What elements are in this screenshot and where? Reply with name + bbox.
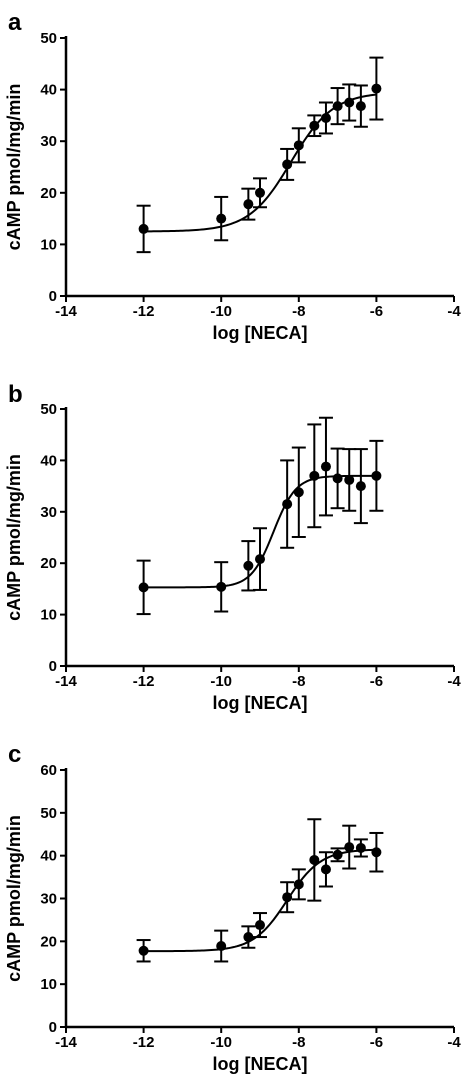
x-tick-label: -10 [210,303,232,320]
x-tick-label: -4 [447,303,461,320]
x-tick-label: -8 [292,1034,305,1051]
y-tick-label: 40 [40,452,57,469]
y-tick-label: 40 [40,82,57,99]
data-point [344,97,355,108]
data-point [371,83,382,94]
y-tick-label: 40 [40,848,57,865]
data-point [371,470,382,481]
data-point [255,554,265,565]
chart-panel-b: b 0 10 20 30 40 50 -14 -12 -10 -8 -6 -4 log [NECA] cAM… [4,381,461,713]
data-point [309,470,320,481]
data-point [282,499,293,510]
data-point [216,941,227,952]
data-point [355,481,366,492]
data-point [282,159,293,170]
data-point [320,461,331,472]
data-point [320,112,331,123]
y-tick-label: 60 [40,762,57,779]
data-point [255,187,265,198]
x-tick-label: -6 [370,303,383,320]
y-axis-label: cAMP pmol/mg/min [4,815,24,982]
y-tick-label: 0 [49,288,57,305]
x-tick-label: -6 [370,673,383,690]
x-tick-label: -8 [292,673,305,690]
x-tick-label: -4 [447,1034,461,1051]
y-tick-label: 30 [40,133,57,150]
data-point [332,473,343,484]
y-axis-label: cAMP pmol/mg/min [4,84,24,251]
x-tick-label: -12 [133,673,155,690]
data-point [355,101,366,112]
y-tick-label: 50 [40,805,57,822]
data-point [355,842,366,853]
y-tick-label: 0 [49,1019,57,1036]
x-tick-label: -14 [55,1034,77,1051]
panel-letter: a [8,9,22,36]
data-point [293,879,304,890]
x-tick-label: -10 [210,1034,232,1051]
x-tick-label: -14 [55,303,77,320]
y-tick-label: 50 [40,30,57,47]
x-tick-label: -6 [370,1034,383,1051]
y-tick-label: 30 [40,891,57,908]
x-axis-label: log [NECA] [213,1054,308,1074]
y-tick-label: 10 [40,976,57,993]
data-point [332,849,343,860]
data-point [138,223,149,234]
data-point [309,854,320,865]
y-tick-label: 10 [40,236,57,253]
x-tick-label: -12 [133,1034,155,1051]
data-point [216,581,227,592]
panel-letter: b [8,381,23,408]
x-axis-label: log [NECA] [213,323,308,343]
data-point [243,560,254,571]
data-point [344,474,355,485]
fit-curve [143,93,377,233]
data-point [293,487,304,498]
chart-panel-c: c 0 10 20 30 40 50 60 -14 -12 -10 -8 -6 -4 log [NECA] c… [4,741,461,1074]
x-tick-label: -10 [210,673,232,690]
y-tick-label: 30 [40,504,57,521]
x-tick-label: -12 [133,303,155,320]
data-point [138,582,149,593]
x-tick-label: -14 [55,673,77,690]
data-point [309,120,320,131]
data-point [243,932,254,943]
x-tick-label: -4 [447,673,461,690]
y-tick-label: 0 [49,658,57,675]
y-tick-label: 20 [40,933,57,950]
data-point [320,864,331,875]
x-axis-label: log [NECA] [213,693,308,713]
chart-panel-a: a 0 10 20 30 40 50 -14 -12 -10 -8 -6 -4 log [NECA] cAM… [4,9,461,343]
panel-letter: c [8,741,21,768]
data-point [216,213,227,224]
data-point [332,101,343,112]
data-point [344,842,355,853]
x-tick-label: -8 [292,303,305,320]
y-tick-label: 50 [40,401,57,418]
y-axis-label: cAMP pmol/mg/min [4,454,24,621]
y-tick-label: 20 [40,185,57,202]
data-point [243,199,254,210]
y-tick-label: 20 [40,555,57,572]
data-point [371,847,382,858]
y-tick-label: 10 [40,607,57,624]
data-point [293,140,304,151]
data-point [282,892,293,903]
data-point [138,945,149,956]
data-point [255,920,265,931]
